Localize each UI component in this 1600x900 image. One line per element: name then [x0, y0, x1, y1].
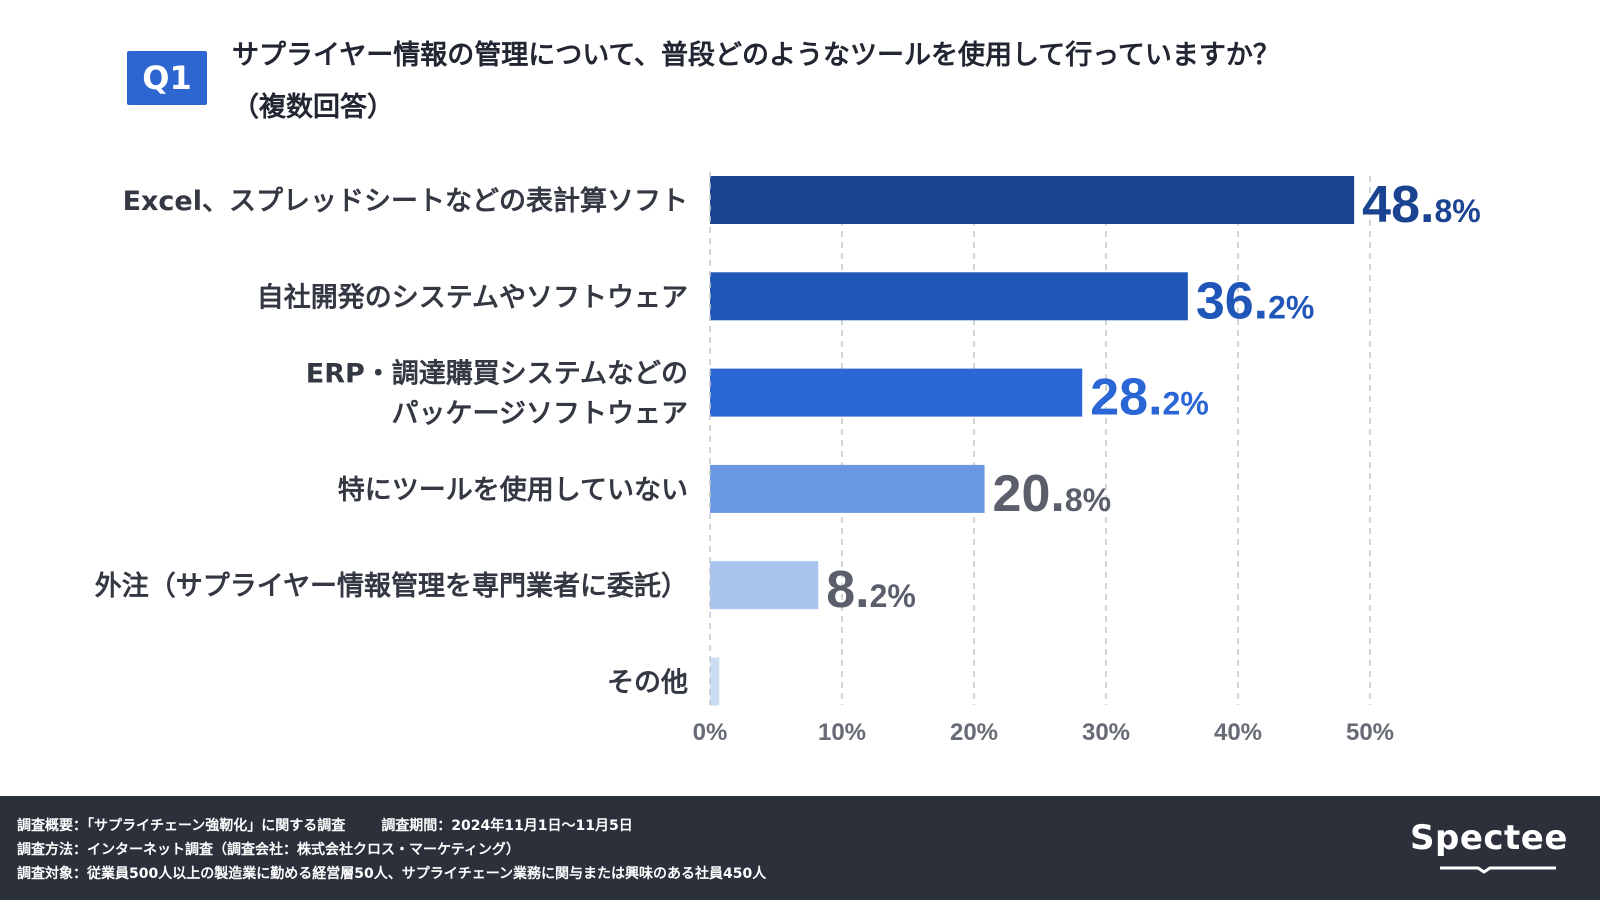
category-label-4-0: 外注（サプライヤー情報管理を専門業者に委託） [95, 570, 688, 602]
survey-overview: 調査概要：「サプライチェーン強靭化」に関する調査 [17, 818, 346, 834]
logo-underline-icon [1440, 866, 1556, 874]
value-label-dec-2: 2% [1163, 386, 1209, 422]
category-label-5-0: その他 [607, 668, 688, 699]
question-title: サプライヤー情報の管理について、普段どのようなツールを使用して行っていますか？ … [232, 30, 1572, 134]
category-label-2-0: ERP・調達購買システムなどの [306, 358, 688, 390]
value-label-int-0: 48. [1362, 176, 1434, 234]
x-tick-label-30: 30% [1082, 719, 1130, 746]
spectee-logo: Spectee [1410, 818, 1568, 858]
question-title-line1: サプライヤー情報の管理について、普段どのようなツールを使用して行っていますか？ [232, 40, 1280, 71]
survey-period: 調査期間：2024年11月1日〜11月5日 [381, 818, 633, 834]
value-label-1: 36.2% [1196, 272, 1315, 330]
value-label-0: 48.8% [1362, 176, 1481, 234]
survey-method: 調査方法：インターネット調査（調査会社：株式会社クロス・マーケティング） [17, 842, 520, 858]
survey-target: 調査対象：従業員500人以上の製造業に勤める経営層50人、サプライチェーン業務に… [17, 866, 767, 882]
x-tick-label-10: 10% [818, 719, 866, 746]
category-label-1-0: 自社開発のシステムやソフトウェア [257, 281, 688, 313]
question-badge: Q1 [127, 51, 207, 105]
survey-info: 調査概要：「サプライチェーン強靭化」に関する調査 調査期間：2024年11月1日〜… [17, 814, 766, 886]
bar-0 [710, 176, 1355, 224]
bar-5 [710, 657, 720, 706]
survey-overview-row: 調査概要：「サプライチェーン強靭化」に関する調査 調査期間：2024年11月1日〜… [17, 814, 766, 838]
value-label-dec-1: 2% [1268, 289, 1314, 325]
x-tick-label-50: 50% [1346, 719, 1394, 746]
category-label-0-0: Excel、スプレッドシートなどの表計算ソフト [123, 185, 688, 217]
x-tick-label-40: 40% [1214, 719, 1262, 746]
value-label-int-4: 8. [826, 561, 869, 619]
value-label-dec-0: 8% [1434, 193, 1480, 229]
category-label-2-1: パッケージソフトウェア [392, 399, 688, 430]
bar-4 [710, 561, 819, 610]
x-tick-label-20: 20% [950, 719, 998, 746]
value-label-int-3: 20. [993, 465, 1065, 523]
value-label-dec-4: 2% [870, 578, 916, 614]
bar-1 [710, 272, 1188, 321]
category-label-3-0: 特にツールを使用していない [338, 475, 688, 506]
bar-3 [710, 464, 985, 513]
value-label-2: 28.2% [1090, 369, 1209, 427]
bar-2 [710, 368, 1083, 417]
question-title-line2: （複数回答） [232, 92, 394, 123]
value-label-dec-3: 8% [1065, 482, 1111, 518]
x-tick-label-0: 0% [693, 719, 728, 746]
value-label-int-1: 36. [1196, 272, 1268, 330]
value-label-int-2: 28. [1090, 369, 1162, 427]
value-label-3: 20.8% [993, 465, 1112, 523]
footer: 調査概要：「サプライチェーン強靭化」に関する調査 調査期間：2024年11月1日〜… [0, 796, 1600, 900]
value-label-4: 8.2% [826, 561, 916, 619]
